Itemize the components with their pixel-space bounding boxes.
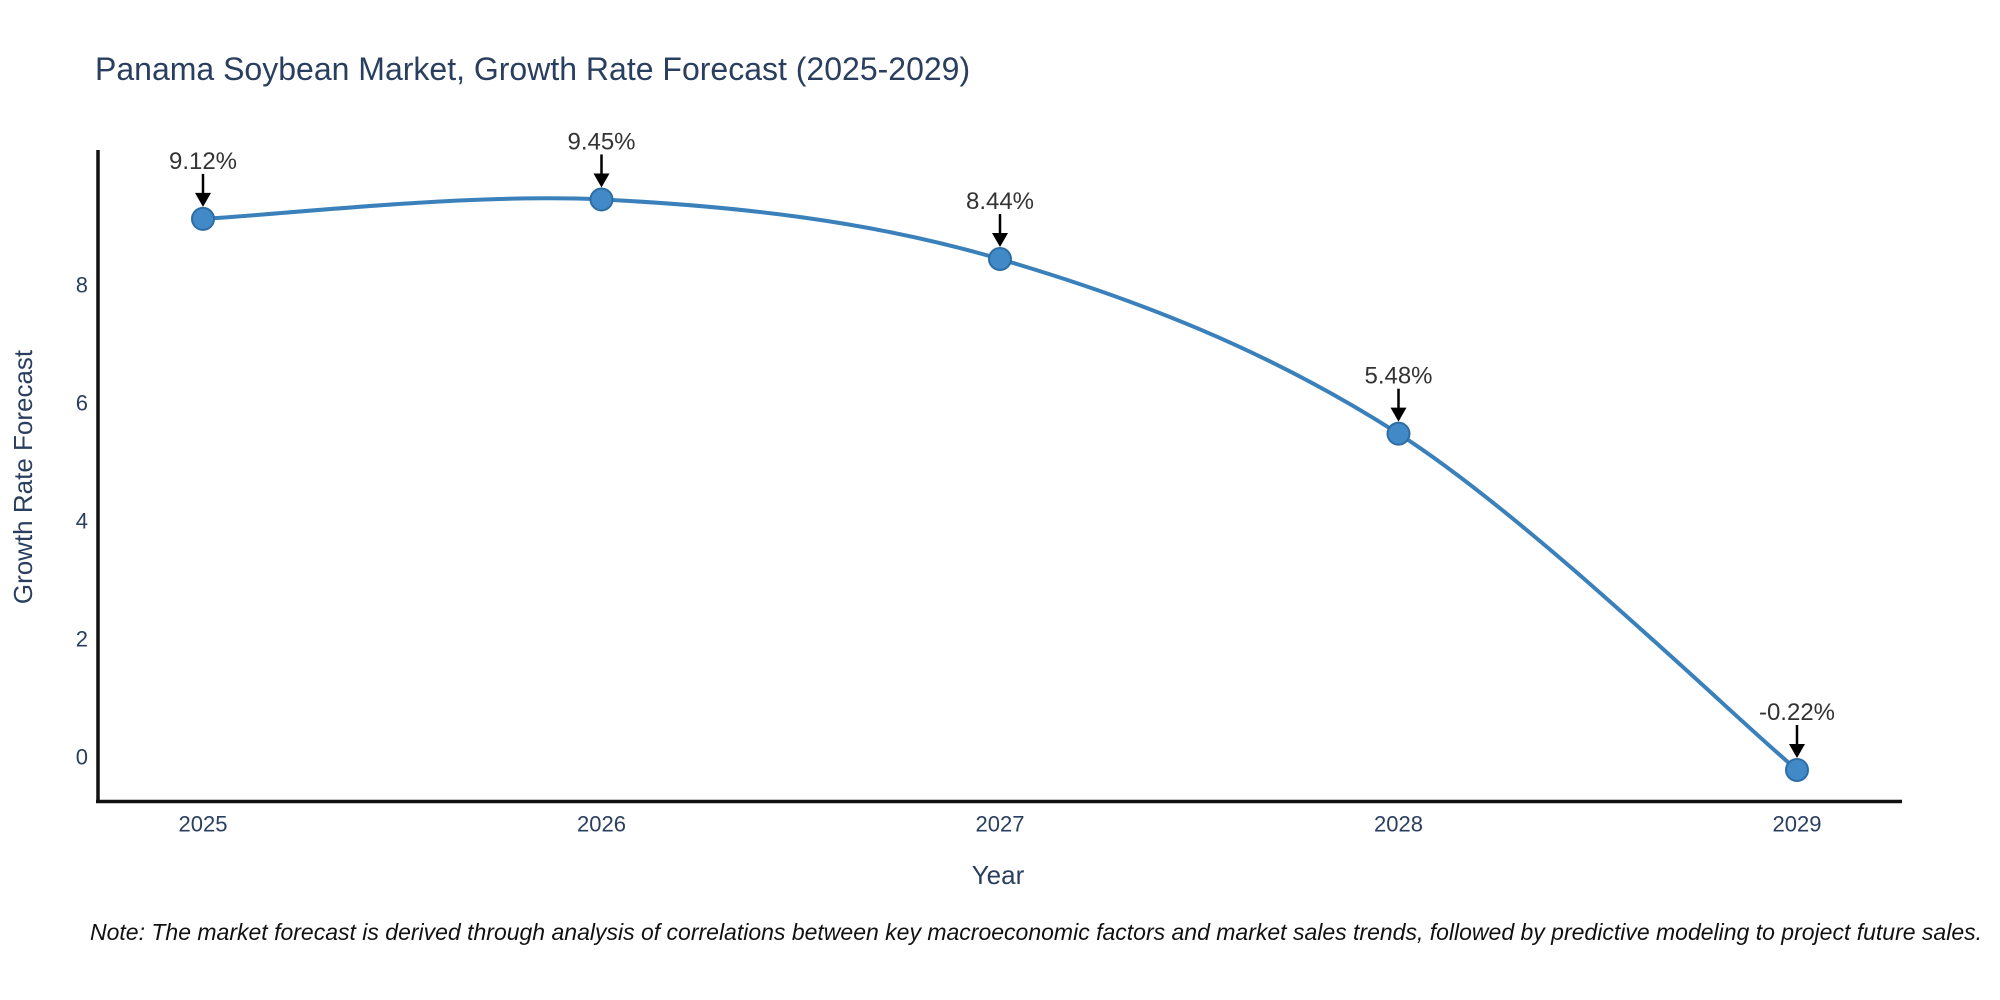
y-tick-label: 4 [76,509,88,534]
annotation-arrowhead-icon [1390,407,1407,422]
data-point-marker[interactable] [988,247,1012,272]
annotation-arrowhead-icon [992,233,1008,248]
x-tick-label: 2027 [976,812,1025,837]
x-axis-title: Year [972,860,1025,890]
y-tick-label: 2 [76,627,88,652]
x-tick-label: 2026 [577,812,626,837]
footnote: Note: The market forecast is derived thr… [90,919,1982,945]
y-tick-label: 8 [76,273,88,298]
chart-title: Panama Soybean Market, Growth Rate Forec… [95,51,970,87]
x-tick-label: 2025 [179,812,228,837]
trend-line [201,196,1799,772]
y-tick-label: 0 [76,745,88,770]
y-axis-title: Growth Rate Forecast [8,349,38,604]
x-tick-label: 2028 [1374,812,1423,837]
y-tick-label: 6 [76,391,88,416]
data-point-marker[interactable] [1785,757,1809,782]
point-label: 8.44% [966,188,1034,215]
point-label: 5.48% [1364,363,1432,390]
point-label: 9.45% [567,128,635,155]
data-point-marker[interactable] [1386,421,1411,446]
annotation-arrowhead-icon [195,192,211,207]
data-point-marker[interactable] [191,206,215,231]
annotation-arrowhead-icon [1789,743,1805,758]
annotation-arrowhead-icon [593,173,610,188]
x-tick-label: 2029 [1773,812,1822,837]
point-label: -0.22% [1759,699,1835,726]
point-label: 9.12% [169,148,237,175]
plot-area: 0 2 4 6 8 2025 2026 2027 2028 2029 9.12% 9.45% 8.44%… [76,128,1835,836]
data-point-marker[interactable] [589,187,614,212]
